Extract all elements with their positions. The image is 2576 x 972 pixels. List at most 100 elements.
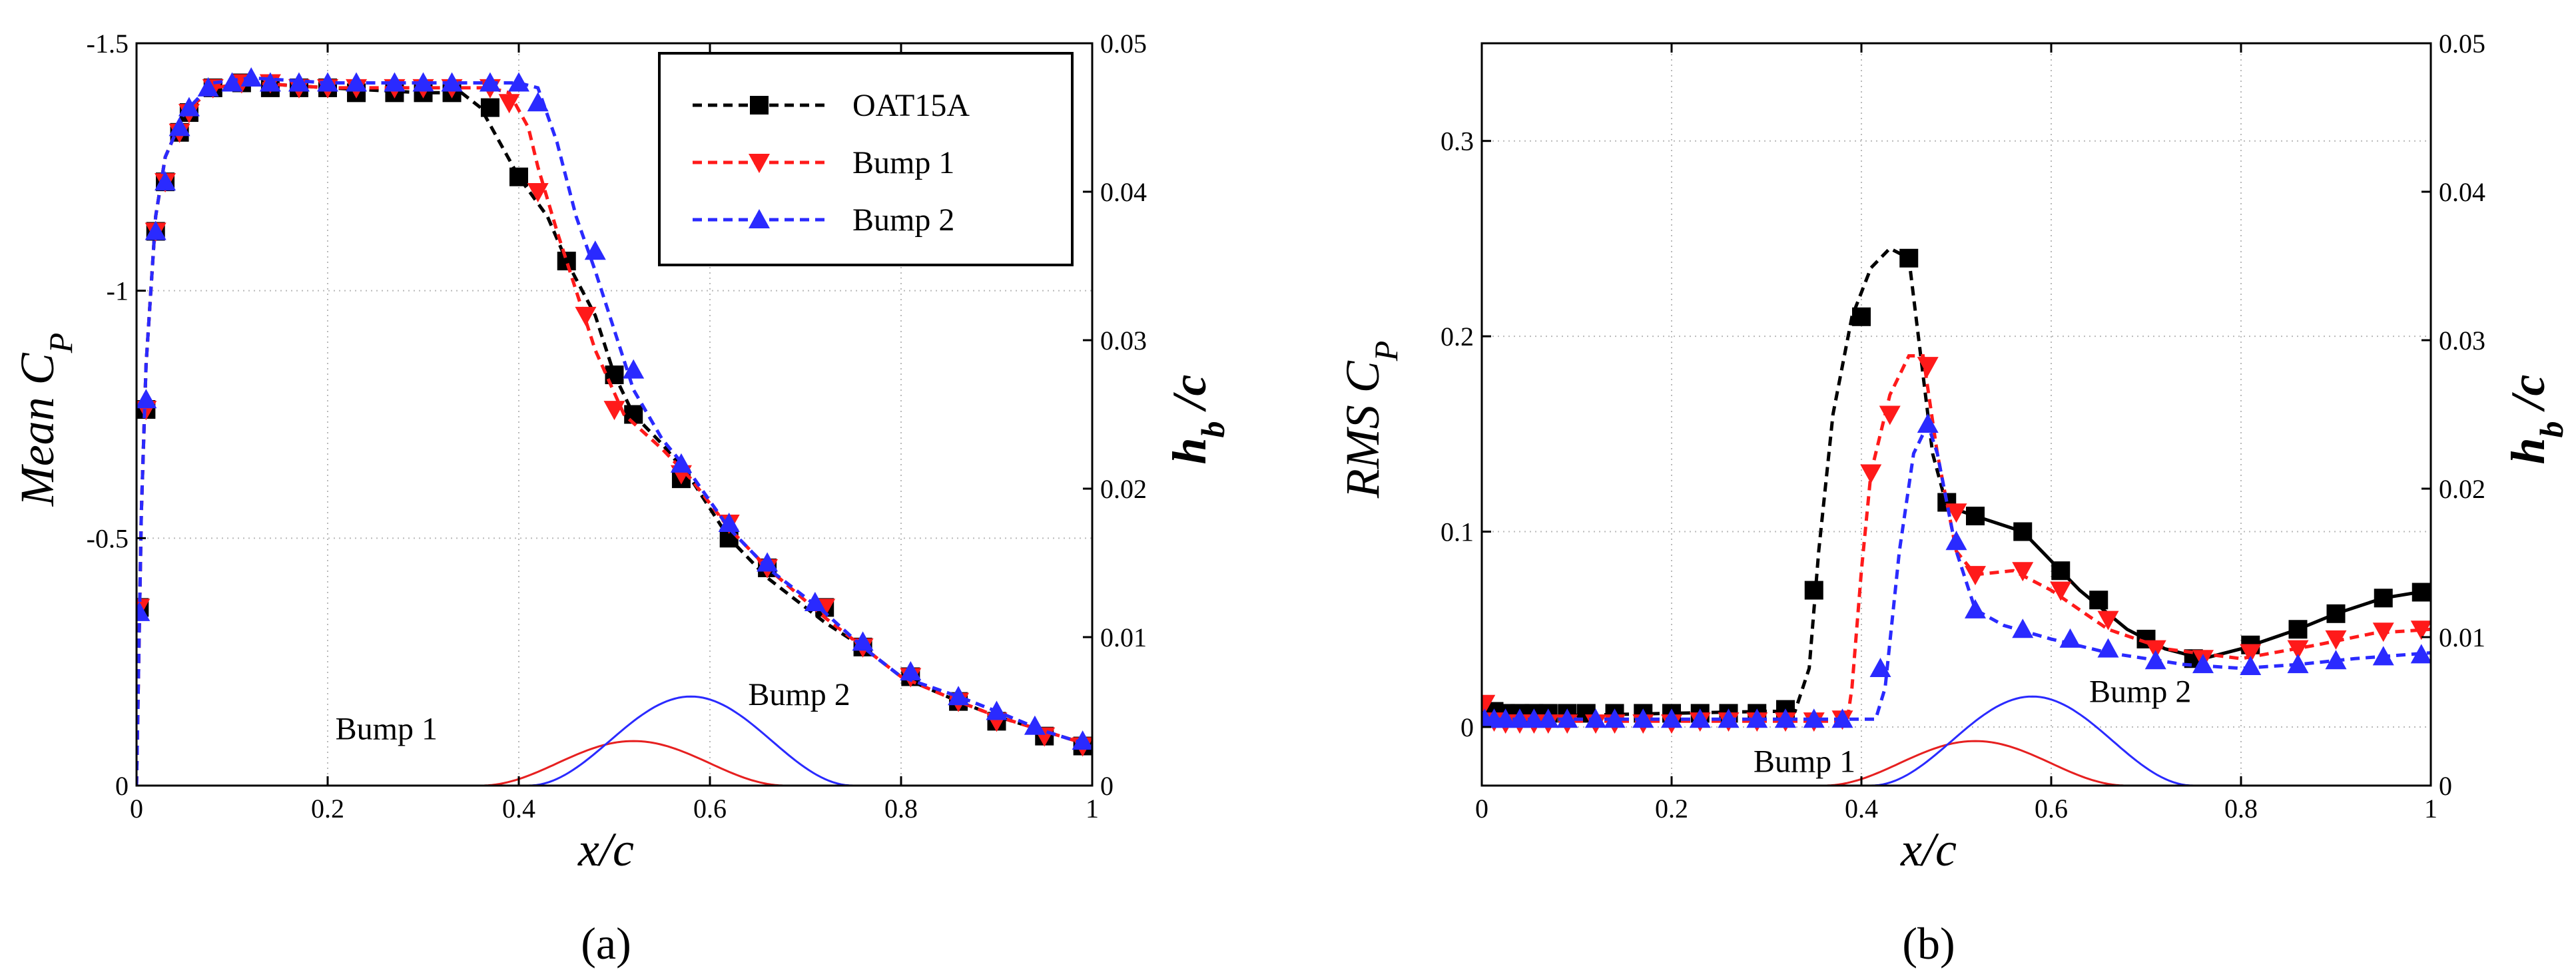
plot-b: 0 0.2 0.4 0.6 0.8 100.10.20.300.010.020.030.0… (1441, 29, 2485, 824)
data-point (757, 552, 779, 572)
data-point (1746, 708, 1768, 728)
data-point (603, 401, 625, 421)
series-line (1482, 419, 2431, 721)
plot-frame (135, 42, 1094, 787)
data-point (2240, 656, 2262, 676)
data-point (1831, 708, 1853, 728)
data-point (2192, 654, 2214, 674)
y2-tick-label: 0.04 (1100, 177, 1147, 207)
data-point (804, 591, 826, 611)
panel-b-y2label-group: hb /c (2501, 374, 2570, 464)
data-point (2059, 628, 2081, 648)
data-point (2325, 650, 2347, 670)
x-tick-label: 0.4 (502, 794, 535, 824)
x-tick-label: 1 (2424, 794, 2437, 824)
series-line (137, 76, 1092, 786)
data-point (441, 72, 463, 92)
data-point (1869, 657, 1891, 677)
data-point (1585, 708, 1606, 728)
data-point (317, 72, 338, 92)
y-tick-label: -0.5 (87, 523, 129, 553)
x-tick-label: 0.2 (1655, 794, 1688, 824)
x-tick-label: 0.4 (1845, 794, 1878, 824)
plot-a: 0 0.2 0.4 0.6 0.8 10-0.5-1-1.500.010.020.030.… (87, 29, 1147, 824)
data-point (624, 405, 643, 424)
data-point (288, 72, 310, 92)
data-point (1879, 405, 1901, 425)
legend-marker (750, 96, 769, 115)
data-point (1804, 581, 1823, 600)
data-point (384, 72, 406, 92)
data-point (948, 686, 970, 706)
data-point (900, 661, 922, 681)
data-point (584, 240, 606, 260)
panel-a-y2label-group: hb /c (1163, 374, 1231, 464)
data-point (508, 72, 529, 92)
data-point (2325, 630, 2347, 650)
data-point (1852, 307, 1871, 326)
panel-b-y2label: hb /c (2501, 374, 2570, 464)
y2-tick-label: 0.04 (2439, 177, 2485, 207)
bump-label: Bump 2 (2089, 674, 2191, 710)
data-point (2410, 620, 2431, 640)
data-point (1024, 715, 1046, 735)
data-point (197, 77, 219, 97)
panel-a-ylabel-group: Mean CP (11, 333, 79, 507)
data-point (2012, 618, 2034, 638)
legend-marker (749, 154, 770, 173)
data-point (2372, 646, 2394, 666)
data-point (240, 67, 262, 87)
data-area (1482, 246, 2431, 786)
y2-tick-label: 0.03 (1100, 326, 1147, 356)
data-point (2097, 610, 2119, 630)
data-point (2013, 522, 2033, 541)
y2-tick-label: 0 (1100, 771, 1114, 801)
data-point (1509, 708, 1530, 728)
data-point (2287, 654, 2309, 674)
bump-curve (480, 740, 787, 786)
y2-tick-label: 0.02 (1100, 474, 1147, 504)
series-bump-2 (137, 67, 1092, 786)
data-point (718, 513, 740, 533)
plot-frame (1480, 42, 2432, 787)
data-point (1945, 503, 1967, 523)
y2-tick-label: 0.02 (2439, 474, 2485, 504)
bump-curve (1823, 740, 2128, 786)
data-point (1965, 566, 1986, 586)
y-tick-label: -1 (107, 276, 129, 306)
data-point (623, 359, 645, 379)
data-point (2374, 589, 2393, 608)
data-point (1523, 708, 1545, 728)
data-point (2287, 640, 2309, 660)
legend-label: Bump 1 (852, 145, 954, 180)
panel-b-xlabel: x/c (1900, 823, 1957, 876)
data-point (527, 92, 549, 112)
data-point (1718, 708, 1740, 728)
data-point (479, 72, 501, 92)
data-point (1604, 708, 1626, 728)
data-point (168, 117, 190, 136)
data-point (2097, 638, 2119, 658)
data-point (2326, 604, 2346, 623)
y2-tick-label: 0.03 (2439, 326, 2485, 356)
panel-a-ylabel: Mean CP (11, 333, 79, 507)
x-tick-label: 0.8 (884, 794, 918, 824)
data-point (1899, 248, 1919, 268)
series-bump-2 (1482, 413, 2431, 728)
data-point (1945, 531, 1967, 551)
bump-label: Bump 2 (748, 677, 850, 712)
data-point (1917, 357, 1939, 377)
x-tick-label: 0.2 (311, 794, 344, 824)
data-point (2050, 581, 2072, 601)
x-tick-label: 0 (130, 794, 143, 824)
data-point (498, 94, 520, 114)
data-point (155, 171, 176, 191)
data-point (852, 631, 874, 651)
panel-a-xlabel: x/c (577, 823, 634, 876)
data-point (412, 72, 434, 92)
legend-box (658, 52, 1074, 266)
data-point (1965, 599, 1986, 618)
legend: OAT15A Bump 1 Bump 2 (658, 52, 1074, 266)
legend-marker (749, 209, 770, 228)
